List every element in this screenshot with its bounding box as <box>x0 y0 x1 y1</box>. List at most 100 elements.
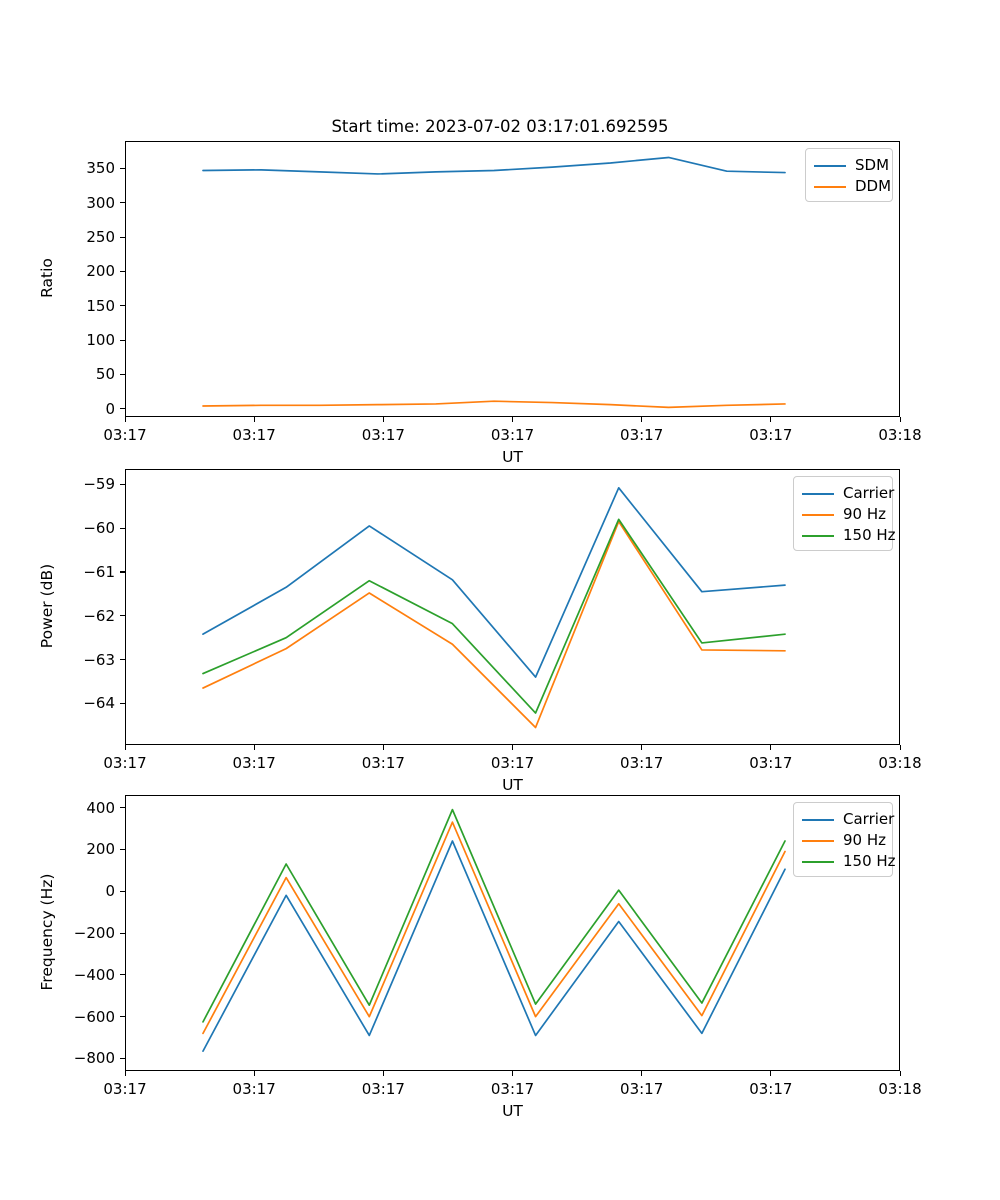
ratio-xtick-mark <box>512 417 514 422</box>
power-ytick-mark <box>120 702 125 704</box>
ratio-ytick-label: 100 <box>86 331 115 350</box>
legend-label: 90 Hz <box>843 505 887 523</box>
frequency-ytick-mark <box>120 890 125 892</box>
power-xlabel: UT <box>502 776 523 794</box>
power-axes-frame <box>125 469 900 745</box>
power-ytick-label: −60 <box>83 519 115 538</box>
ratio-series-ddm <box>202 400 786 409</box>
ratio-xtick-mark <box>124 417 126 422</box>
ratio-xtick-mark <box>899 417 901 422</box>
ratio-xtick-label: 03:17 <box>361 426 405 444</box>
frequency-ytick-label: 200 <box>86 840 115 859</box>
ratio-ytick-label: 200 <box>86 262 115 281</box>
ratio-xtick-mark <box>253 417 255 422</box>
frequency-plot-lines <box>202 808 786 1052</box>
power-ytick-label: −61 <box>83 562 115 581</box>
ratio-ytick-label: 250 <box>86 228 115 247</box>
frequency-ytick-mark <box>120 1016 125 1018</box>
power-xtick-label: 03:17 <box>361 754 405 772</box>
ratio-xtick-label: 03:17 <box>103 426 147 444</box>
frequency-xtick-mark <box>512 1071 514 1076</box>
ratio-legend-item[interactable]: DDM <box>814 176 891 197</box>
frequency-legend-item[interactable]: 150 Hz <box>802 851 896 872</box>
power-xtick-mark <box>382 745 384 750</box>
power-xtick-label: 03:17 <box>620 754 664 772</box>
ratio-legend-item[interactable]: SDM <box>814 155 889 176</box>
ratio-ytick-label: 300 <box>86 193 115 212</box>
power-ytick-label: −63 <box>83 650 115 669</box>
power-legend-item[interactable]: 90 Hz <box>802 504 887 525</box>
ratio-xtick-label: 03:17 <box>749 426 793 444</box>
power-legend-item[interactable]: 150 Hz <box>802 525 896 546</box>
frequency-ylabel: Frequency (Hz) <box>38 873 56 991</box>
legend-label: 150 Hz <box>843 526 896 544</box>
frequency-legend: Carrier 90 Hz 150 Hz <box>793 802 896 877</box>
frequency-xtick-mark <box>899 1071 901 1076</box>
ratio-ytick-label: 50 <box>95 365 115 384</box>
legend-line-icon <box>802 513 834 516</box>
power-panel <box>125 469 900 745</box>
power-ytick-label: −64 <box>83 694 115 713</box>
ratio-panel <box>125 141 900 417</box>
power-series-90-hz <box>202 520 786 729</box>
ratio-ytick-mark <box>120 339 125 341</box>
frequency-ytick-mark <box>120 807 125 809</box>
frequency-xlabel: UT <box>502 1102 523 1120</box>
power-xtick-mark <box>124 745 126 750</box>
ratio-ytick-mark <box>120 167 125 170</box>
power-ytick-mark <box>120 571 125 573</box>
power-ylabel: Power (dB) <box>38 563 56 649</box>
ratio-xtick-label: 03:17 <box>620 426 664 444</box>
frequency-ytick-label: −400 <box>73 965 115 984</box>
legend-line-icon <box>814 164 846 167</box>
power-xtick-mark <box>899 745 901 750</box>
power-ytick-mark <box>120 615 125 617</box>
frequency-ytick-label: −800 <box>73 1049 115 1068</box>
power-xtick-mark <box>253 745 255 750</box>
ratio-xtick-label: 03:18 <box>878 426 922 444</box>
power-xtick-label: 03:17 <box>232 754 276 772</box>
ratio-plot-lines <box>202 156 786 409</box>
ratio-ytick-mark <box>120 305 125 307</box>
frequency-xtick-mark <box>770 1071 772 1076</box>
frequency-xtick-mark <box>641 1071 643 1076</box>
legend-label: SDM <box>855 156 890 174</box>
power-legend-item[interactable]: Carrier <box>802 483 894 504</box>
power-series-150-hz <box>202 518 786 714</box>
legend-label: DDM <box>855 177 892 195</box>
power-xtick-label: 03:17 <box>749 754 793 772</box>
ratio-xtick-label: 03:17 <box>232 426 276 444</box>
frequency-xtick-mark <box>382 1071 384 1076</box>
power-xtick-mark <box>512 745 514 750</box>
power-xtick-mark <box>770 745 772 750</box>
power-ytick-label: −59 <box>83 475 115 494</box>
legend-label: 150 Hz <box>843 852 896 870</box>
frequency-ytick-mark <box>120 1057 125 1060</box>
frequency-series-90-hz <box>202 821 786 1035</box>
ratio-series-sdm <box>202 156 786 175</box>
power-plot-lines <box>202 486 786 729</box>
legend-label: 90 Hz <box>843 831 887 849</box>
figure-title: Start time: 2023-07-02 03:17:01.692595 <box>331 117 669 136</box>
frequency-ytick-label: −600 <box>73 1007 115 1026</box>
frequency-legend-item[interactable]: 90 Hz <box>802 830 887 851</box>
frequency-legend-item[interactable]: Carrier <box>802 809 894 830</box>
frequency-series-150-hz <box>202 808 786 1023</box>
frequency-xtick-label: 03:17 <box>749 1080 793 1098</box>
power-ytick-mark <box>120 527 125 529</box>
frequency-ytick-label: −200 <box>73 924 115 942</box>
frequency-xtick-label: 03:18 <box>878 1080 922 1098</box>
frequency-xtick-label: 03:17 <box>620 1080 664 1098</box>
ratio-ytick-mark <box>120 373 125 376</box>
ratio-legend: SDM DDM <box>805 148 893 202</box>
ratio-ytick-label: 350 <box>86 159 115 178</box>
legend-line-icon <box>814 185 846 188</box>
frequency-ytick-mark <box>120 932 125 934</box>
ratio-axes-frame <box>125 141 900 417</box>
legend-line-icon <box>802 492 834 495</box>
legend-line-icon <box>802 534 834 537</box>
ratio-ytick-label: 150 <box>86 296 115 315</box>
power-ytick-mark <box>120 483 125 485</box>
ratio-xtick-mark <box>641 417 643 422</box>
